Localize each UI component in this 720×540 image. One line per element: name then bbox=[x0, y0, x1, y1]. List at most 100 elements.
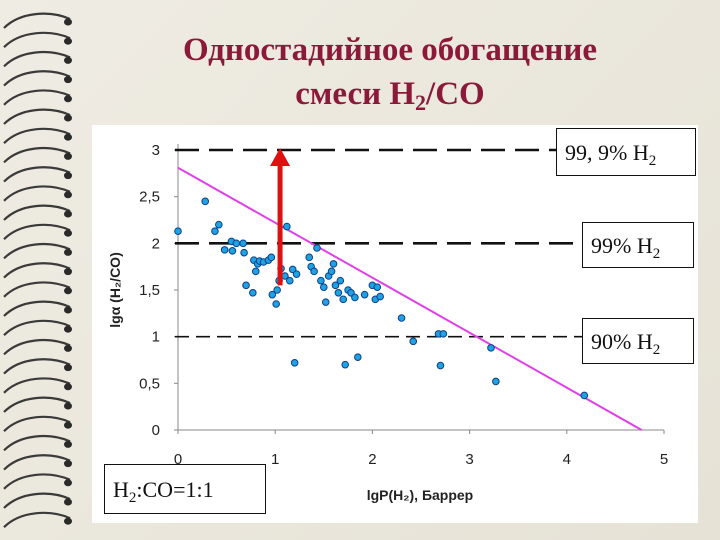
y-tick-label: 3 bbox=[152, 142, 160, 159]
spiral-ring bbox=[3, 127, 71, 144]
data-point bbox=[313, 244, 321, 252]
data-point bbox=[351, 293, 359, 302]
spiral-hole bbox=[64, 133, 72, 141]
spiral-hole bbox=[64, 517, 72, 525]
data-point bbox=[409, 337, 418, 346]
title-line-1: Одностадийное обогащение bbox=[182, 32, 598, 68]
spiral-ring bbox=[3, 223, 71, 240]
data-point bbox=[249, 289, 257, 297]
data-point bbox=[305, 253, 314, 262]
x-tick-label: 4 bbox=[563, 451, 571, 468]
spiral-ring bbox=[3, 396, 71, 413]
data-point bbox=[268, 290, 277, 299]
data-point bbox=[292, 270, 301, 278]
spiral-ring bbox=[3, 358, 71, 375]
y-tick-label: 1,5 bbox=[139, 282, 160, 299]
spiral-ring bbox=[3, 166, 71, 183]
spiral-hole bbox=[64, 460, 72, 468]
spiral-ring bbox=[3, 377, 71, 394]
data-point bbox=[285, 276, 294, 285]
feed-ratio-label: H2:CO=1:1 bbox=[104, 464, 266, 514]
spiral-ring bbox=[3, 281, 71, 298]
data-point bbox=[492, 377, 500, 386]
spiral-ring bbox=[3, 473, 71, 490]
data-point bbox=[580, 391, 589, 400]
spiral-binding bbox=[3, 12, 72, 528]
spiral-hole bbox=[64, 37, 72, 45]
data-point bbox=[334, 289, 343, 297]
spiral-hole bbox=[64, 287, 72, 295]
spiral-hole bbox=[64, 191, 72, 199]
data-point bbox=[321, 298, 330, 306]
data-point bbox=[329, 260, 338, 268]
data-point bbox=[272, 300, 280, 308]
x-tick-label: 5 bbox=[660, 451, 668, 468]
x-tick-label: 2 bbox=[368, 451, 376, 468]
data-point bbox=[242, 281, 250, 290]
spiral-ring bbox=[3, 12, 71, 29]
spiral-hole bbox=[64, 440, 72, 448]
data-point bbox=[336, 276, 345, 285]
spiral-ring bbox=[3, 243, 71, 260]
spiral-hole bbox=[64, 152, 72, 160]
spiral-hole bbox=[64, 172, 72, 180]
spiral-ring bbox=[3, 511, 71, 528]
data-point bbox=[220, 246, 229, 254]
spiral-hole bbox=[64, 402, 72, 410]
data-point bbox=[290, 359, 299, 367]
data-point bbox=[201, 197, 210, 206]
data-point bbox=[239, 239, 247, 248]
x-axis-title: lgP(H₂), Баррер bbox=[367, 487, 474, 503]
y-tick-label: 1 bbox=[152, 329, 160, 346]
spiral-hole bbox=[64, 421, 72, 429]
data-point bbox=[317, 276, 325, 285]
spiral-ring bbox=[3, 339, 71, 356]
y-tick-label: 2,5 bbox=[139, 189, 160, 206]
spiral-ring bbox=[3, 300, 71, 317]
data-point bbox=[320, 283, 328, 292]
spiral-hole bbox=[64, 56, 72, 64]
spiral-hole bbox=[64, 498, 72, 506]
spiral-ring bbox=[3, 262, 71, 279]
spiral-ring bbox=[3, 51, 71, 68]
y-axis-title: lgα (H₂/CO) bbox=[107, 252, 123, 327]
purity-label-99-9: 99, 9% H2 bbox=[556, 128, 696, 176]
spiral-ring bbox=[3, 454, 71, 471]
data-point bbox=[211, 227, 219, 235]
spiral-hole bbox=[64, 76, 72, 84]
spiral-hole bbox=[64, 114, 72, 122]
spiral-hole bbox=[64, 229, 72, 237]
spiral-hole bbox=[64, 210, 72, 218]
spiral-ring bbox=[3, 435, 71, 452]
data-point bbox=[174, 227, 182, 235]
spiral-ring bbox=[3, 319, 71, 336]
data-point bbox=[487, 344, 495, 352]
data-point bbox=[215, 220, 223, 229]
data-point bbox=[327, 267, 336, 276]
spiral-ring bbox=[3, 492, 71, 509]
spiral-ring bbox=[3, 108, 71, 125]
data-point bbox=[240, 248, 248, 257]
data-point bbox=[436, 361, 445, 370]
data-point bbox=[283, 222, 291, 231]
spiral-hole bbox=[64, 95, 72, 103]
spiral-hole bbox=[64, 364, 72, 372]
spiral-hole bbox=[64, 344, 72, 352]
spiral-ring bbox=[3, 147, 71, 164]
slide-title: Одностадийное обогащение смеси H2/CO bbox=[90, 28, 690, 125]
purity-label-99: 99% H2 bbox=[582, 222, 694, 268]
y-tick-label: 2 bbox=[152, 235, 160, 252]
spiral-hole bbox=[64, 18, 72, 26]
data-point bbox=[310, 267, 318, 276]
data-point bbox=[228, 247, 237, 255]
data-point bbox=[360, 290, 369, 299]
spiral-ring bbox=[3, 185, 71, 202]
spiral-hole bbox=[64, 306, 72, 314]
spiral-ring bbox=[3, 415, 71, 432]
purity-label-90: 90% H2 bbox=[582, 318, 694, 364]
upper-bound-line bbox=[177, 166, 643, 431]
data-point bbox=[273, 286, 281, 294]
spiral-hole bbox=[64, 479, 72, 487]
data-point bbox=[251, 267, 260, 276]
